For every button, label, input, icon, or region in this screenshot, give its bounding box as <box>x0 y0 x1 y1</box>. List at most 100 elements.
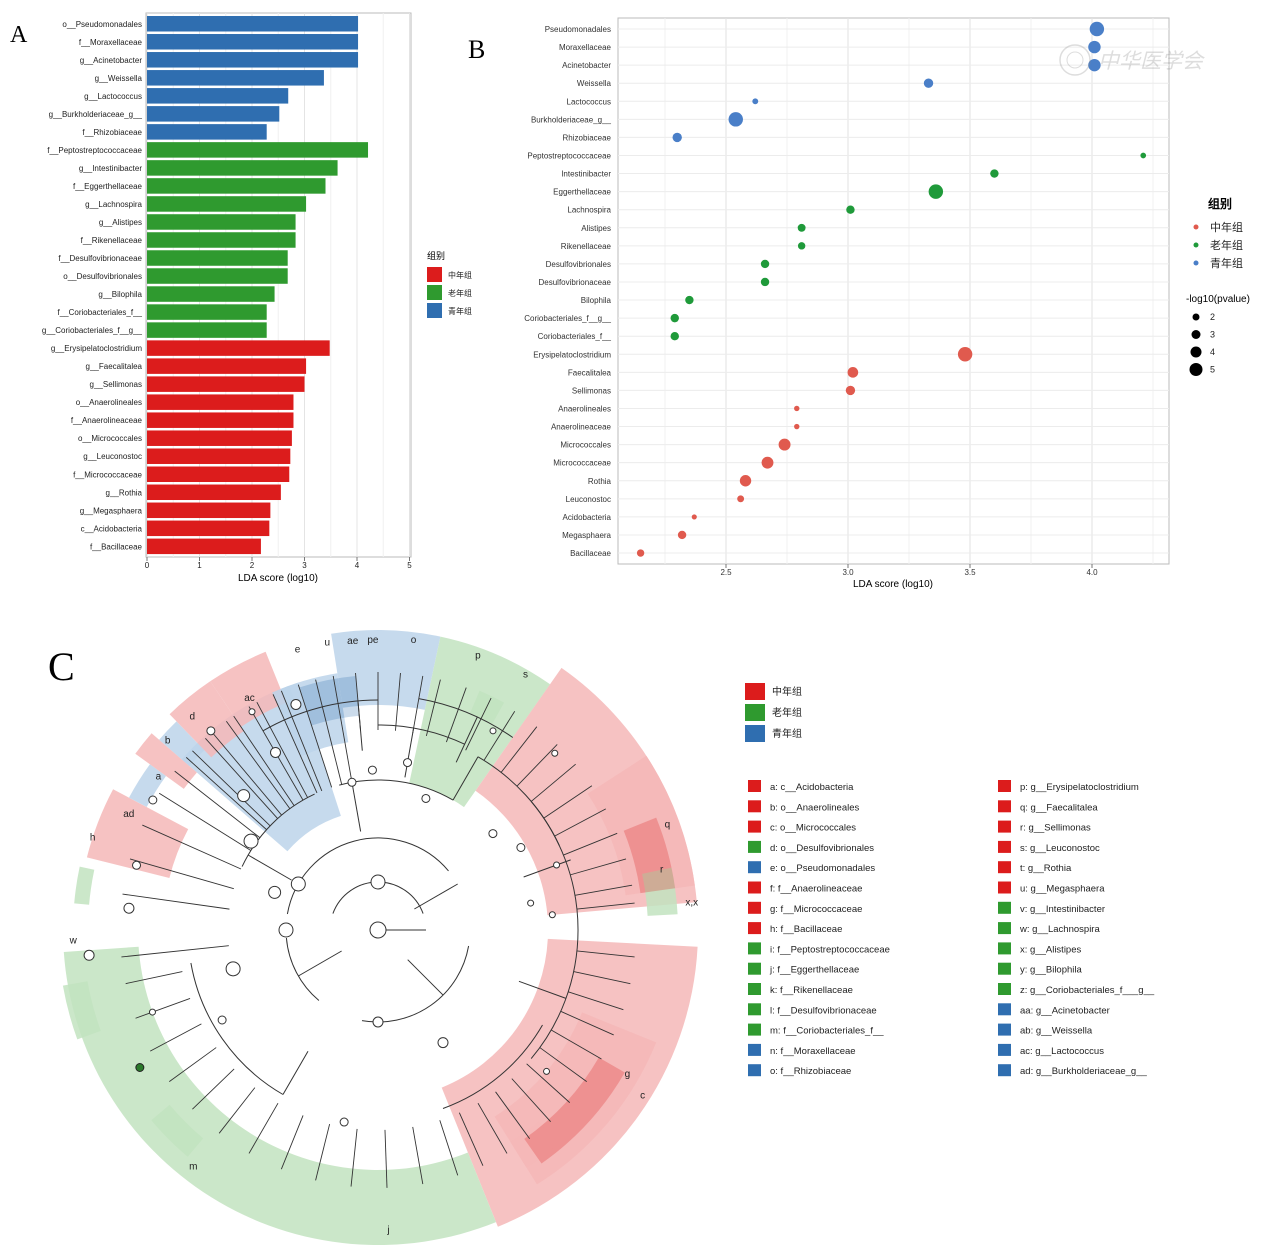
tree-branch <box>439 1120 459 1176</box>
key-entry: r: g__Sellimonas <box>1020 823 1091 834</box>
panel-a-x-ticks: 0 1 2 3 4 5 <box>145 557 412 570</box>
legend-swatch-middle <box>427 267 442 282</box>
tree-branch <box>125 971 183 985</box>
highlight-sector-old <box>151 1104 204 1157</box>
bar-g__Bilophila <box>147 286 275 302</box>
category-label: o__Anaerolineales <box>76 398 142 407</box>
legend-size-label: 3 <box>1210 330 1215 340</box>
tree-branch <box>122 893 230 910</box>
bar-f__Eggerthellaceae <box>147 178 326 194</box>
point-Acidobacteria <box>691 514 697 520</box>
tree-branch <box>573 971 631 985</box>
bar-g__Megasphaera <box>147 502 271 519</box>
tree-node <box>225 961 241 977</box>
x-tick-label: 4.0 <box>1086 568 1098 577</box>
panel-b-letter: B <box>468 35 485 64</box>
point-Megasphaera <box>677 530 687 540</box>
highlight-sector-middle <box>169 681 244 758</box>
tree-arc <box>241 793 315 867</box>
category-label: Megasphaera <box>562 531 611 540</box>
clade-label: m <box>189 1161 197 1172</box>
category-label: Erysipelatoclostridium <box>533 350 611 359</box>
panel-a-bar-chart: o__Pseudomonadales f__Moraxellaceae g__Aci… <box>42 12 472 584</box>
key-swatch-young <box>998 1064 1011 1077</box>
key-entry: b: o__Anaerolineales <box>770 802 860 813</box>
point-Pseudomonadales <box>1089 21 1105 37</box>
key-entry: x: g__Alistipes <box>1020 944 1082 955</box>
bar-f__Moraxellaceae <box>147 34 359 50</box>
tree-branch <box>576 902 635 910</box>
tree-branch <box>315 679 343 785</box>
point-Leuconostoc <box>737 495 745 503</box>
legend-label: 中年组 <box>448 270 472 280</box>
category-label: o__Pseudomonadales <box>62 20 142 29</box>
tree-node <box>372 1016 384 1028</box>
legend-size-dot <box>1191 330 1201 339</box>
key-swatch-old <box>748 1003 761 1016</box>
tree-node <box>367 765 377 775</box>
legend-swatch-old <box>427 285 442 300</box>
clade-label: u <box>325 637 331 648</box>
key-swatch-middle <box>998 840 1011 853</box>
key-entry: ab: g__Weissella <box>1020 1026 1093 1037</box>
highlight-sector-old <box>74 866 95 905</box>
point-Lachnospira <box>846 205 855 214</box>
tree-branch <box>412 1126 424 1185</box>
tree-node <box>437 1037 449 1049</box>
point-Faecalitalea <box>847 367 859 378</box>
x-tick-label: 3 <box>302 561 307 570</box>
point-Peptostreptococcaceae <box>1140 152 1147 159</box>
tree-node <box>347 777 357 787</box>
legend-label: 中年组 <box>1210 220 1243 234</box>
x-tick-label: 5 <box>407 561 412 570</box>
watermark-text: 中华医学会 <box>1098 49 1205 73</box>
category-label: Burkholderiaceae_g__ <box>531 115 612 124</box>
clade-label: pe <box>367 635 379 646</box>
tree-node <box>551 749 559 757</box>
tree-branch <box>425 679 441 737</box>
point-Lactococcus <box>752 98 759 105</box>
point-Moraxellaceae <box>1088 40 1101 54</box>
panel-b-legend-size-title: -log10(pvalue) <box>1186 294 1250 305</box>
tree-branch <box>518 980 567 999</box>
cladogram-nodes <box>83 698 561 1127</box>
tree-branch <box>205 737 278 819</box>
tree-branch <box>455 716 478 763</box>
tree-branch <box>576 950 635 958</box>
highlight-sector-inner-middle <box>524 1057 625 1164</box>
point-Desulfovibrionales <box>760 259 770 269</box>
key-entry: k: f__Rikenellaceae <box>770 985 853 996</box>
category-label: Lachnospira <box>567 206 611 215</box>
key-swatch-old <box>998 942 1011 955</box>
key-swatch-middle <box>998 881 1011 894</box>
key-swatch-old <box>998 901 1011 914</box>
highlight-sector-young <box>129 764 166 807</box>
cladogram-highlight-sectors <box>62 630 698 1246</box>
panel-c-taxa-key: a: c__Acidobacteria b: o__Anaerolinealesc… <box>748 780 1155 1077</box>
bar-g__Sellimonas <box>147 376 305 392</box>
panel-c-letter: C <box>48 644 75 689</box>
category-label: f__Anaerolineaceae <box>71 416 143 425</box>
tree-branch <box>407 959 444 996</box>
category-label: f__Desulfovibrionaceae <box>58 254 142 263</box>
category-label: Bilophila <box>581 296 612 305</box>
category-label: g__Acinetobacter <box>80 56 143 65</box>
legend-label: 老年组 <box>448 288 472 298</box>
point-Weissella <box>923 78 934 88</box>
bar-g__Weissella <box>147 70 324 86</box>
category-label: Rikenellaceae <box>561 242 612 251</box>
tree-branch <box>192 750 271 827</box>
bar-g__Lactococcus <box>147 88 289 104</box>
tree-branch <box>174 770 261 839</box>
clade-label: ae <box>347 636 359 647</box>
category-label: Intestinibacter <box>561 170 611 179</box>
category-label: Peptostreptococcaceae <box>527 151 611 160</box>
category-label: g__Lachnospira <box>85 200 142 209</box>
panel-b-legend-group-title: 组别 <box>1208 196 1232 211</box>
panel-b-x-ticks: 2.5 3.0 3.5 4.0 <box>720 564 1098 577</box>
category-label: Rothia <box>588 477 612 486</box>
point-Sellimonas <box>845 385 856 396</box>
tree-branch <box>516 744 558 787</box>
clade-label: g <box>625 1069 631 1080</box>
key-swatch-middle <box>748 820 761 833</box>
